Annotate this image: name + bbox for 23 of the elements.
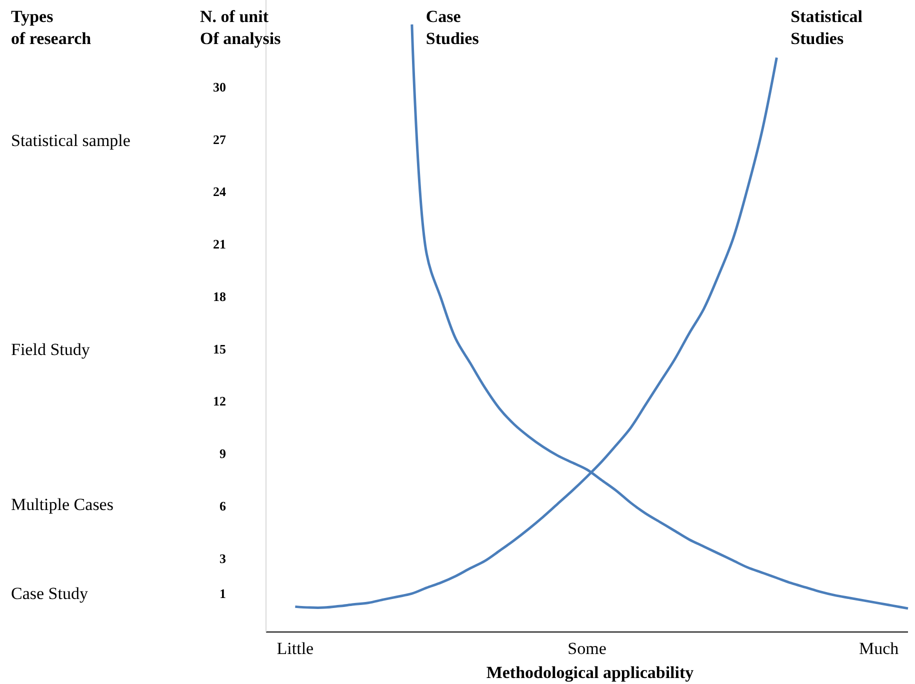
y-tick-label: 6 — [220, 498, 226, 514]
y-tick-label: 24 — [213, 184, 226, 200]
text: Types of research — [11, 7, 92, 48]
x-tick-label: Much — [858, 639, 900, 658]
series-label: Case Studies — [426, 7, 480, 48]
y-tick-label: 3 — [220, 550, 226, 566]
y-tick-label: 27 — [213, 132, 226, 147]
text: Field Study — [11, 340, 90, 359]
text: Case Study — [11, 584, 88, 603]
text: Statistical sample — [11, 131, 130, 150]
x-tick-label: Some — [568, 639, 606, 658]
y-tick-label: 9 — [220, 446, 226, 462]
x-tick-label: Little — [276, 639, 314, 658]
series-label: Statistical Studies — [790, 7, 863, 48]
text: Multiple Cases — [11, 495, 114, 514]
y-tick-label: 12 — [213, 394, 226, 409]
y-tick-label: 18 — [213, 288, 226, 304]
y-axis-title: N. of unit Of analysis — [200, 7, 282, 48]
y-tick-label: 1 — [220, 586, 226, 601]
x-axis-title: Methodological applicability — [486, 663, 694, 682]
y-tick-label: 21 — [213, 236, 226, 252]
y-tick-label: 30 — [213, 79, 226, 94]
y-tick-label: 15 — [213, 341, 226, 356]
